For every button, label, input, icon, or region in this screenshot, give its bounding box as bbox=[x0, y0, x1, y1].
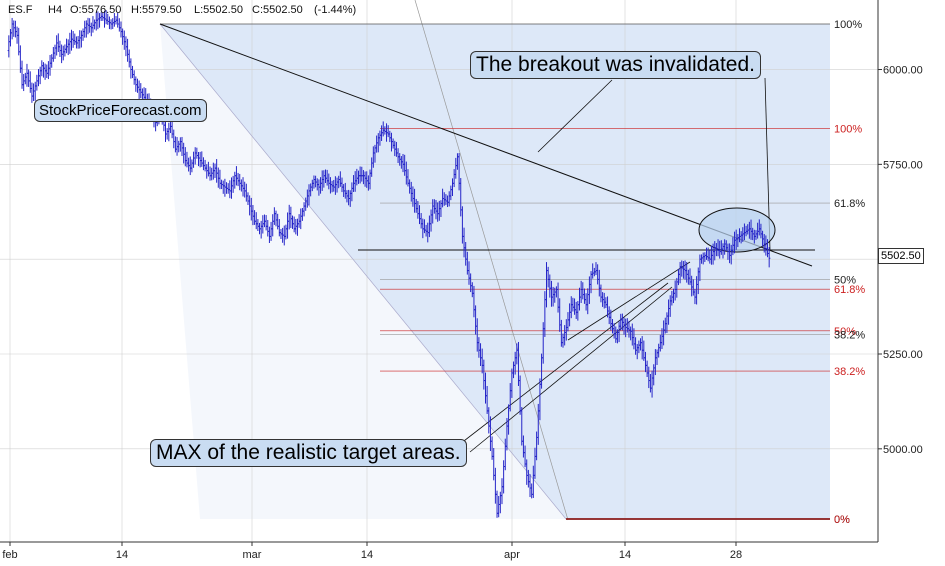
x-tick-label: mar bbox=[243, 549, 262, 561]
fib-label: 50% bbox=[834, 274, 856, 286]
fib-label: 50% bbox=[834, 326, 856, 338]
fib-level-lines bbox=[160, 23, 830, 520]
x-tick-label: feb bbox=[2, 549, 17, 561]
fib-label: 100% bbox=[834, 123, 862, 135]
x-tick-label: apr bbox=[504, 549, 520, 561]
y-tick-label: 6000.00 bbox=[883, 65, 923, 77]
header-close: C:5502.50 bbox=[252, 4, 303, 16]
target-line-2 bbox=[459, 282, 669, 445]
header-low: L:5502.50 bbox=[194, 4, 243, 16]
steep-channel-line bbox=[414, 0, 569, 521]
fib-label: 0% bbox=[834, 514, 850, 526]
breakout-callout: The breakout was invalidated. bbox=[470, 51, 761, 79]
target-line-3 bbox=[469, 286, 673, 453]
x-axis: feb 14 mar 14 apr 14 28 bbox=[2, 542, 742, 561]
x-tick-label: 14 bbox=[361, 549, 373, 561]
fib-label: 0% bbox=[834, 514, 850, 526]
fib-label: 61.8% bbox=[834, 198, 865, 210]
breakout-highlight-ellipse bbox=[698, 207, 776, 253]
fib-label: 100% bbox=[834, 19, 862, 31]
x-tick-label: 14 bbox=[116, 549, 128, 561]
target-line-1 bbox=[567, 261, 691, 341]
y-tick-label: 5750.00 bbox=[883, 159, 923, 171]
fib-label: 61.8% bbox=[834, 284, 865, 296]
fib-labels: 100%100%61.8%50%61.8%50%38.2%38.2%0%0% bbox=[834, 19, 865, 526]
y-tick-label: 5000.00 bbox=[883, 444, 923, 456]
header-symbol: ES.F bbox=[8, 4, 33, 16]
last-price-tag: 5502.50 bbox=[878, 248, 924, 264]
x-tick-label: 28 bbox=[730, 549, 742, 561]
breakout-pointer-1 bbox=[537, 79, 613, 153]
header-timeframe: H4 bbox=[48, 4, 62, 16]
x-tick-label: 14 bbox=[619, 549, 631, 561]
channel-lower-line bbox=[159, 23, 567, 520]
header-open: O:5576.50 bbox=[70, 4, 121, 16]
fib-label: 38.2% bbox=[834, 329, 865, 341]
header-change: (-1.44%) bbox=[314, 4, 356, 16]
fib-label: 38.2% bbox=[834, 366, 865, 378]
candle-series bbox=[7, 10, 771, 518]
max-target-callout: MAX of the realistic target areas. bbox=[150, 439, 467, 467]
watermark-label: StockPriceForecast.com bbox=[34, 99, 207, 122]
header-high: H:5579.50 bbox=[131, 4, 182, 16]
y-tick-label: 5250.00 bbox=[883, 349, 923, 361]
